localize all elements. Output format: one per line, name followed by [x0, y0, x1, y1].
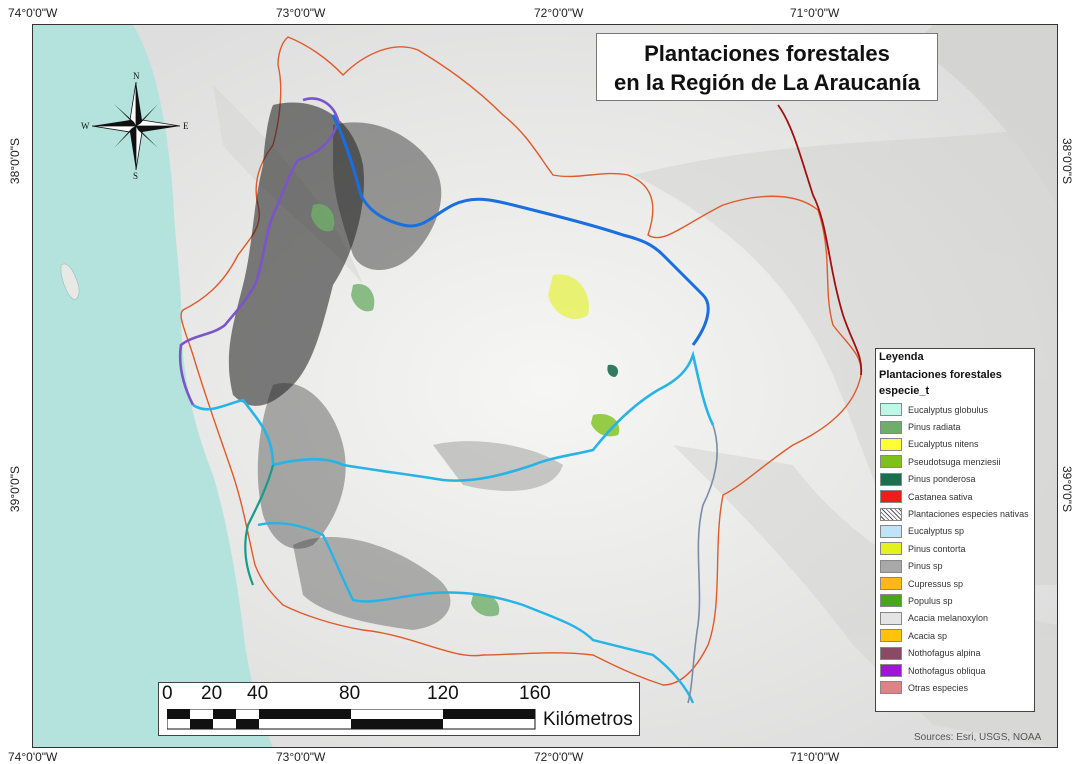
legend-item-label: Populus sp — [908, 595, 953, 606]
coord-top-74w: 74°0'0"W — [8, 6, 58, 20]
legend-item-label: Pinus radiata — [908, 422, 961, 433]
legend-swatch — [880, 420, 902, 434]
ocean — [33, 25, 273, 747]
legend-item: Pinus contorta — [876, 540, 1034, 557]
river-east-gray — [687, 424, 718, 704]
legend-field-name: especie_t — [879, 385, 930, 397]
legend-item: Cupressus sp — [876, 575, 1034, 592]
scale-bar: 0 20 40 80 120 160 Kilómetros — [158, 682, 640, 736]
legend-item-label: Acacia sp — [908, 630, 948, 641]
east-label: E — [183, 121, 189, 131]
legend-swatch — [880, 594, 902, 608]
legend-item-label: Eucalyptus globulus — [908, 404, 989, 415]
legend-layer-name: Plantaciones forestales — [879, 369, 1002, 381]
legend-item-label: Plantaciones especies nativas — [908, 509, 1029, 520]
legend-swatch — [880, 664, 902, 678]
legend-item: Pinus radiata — [876, 418, 1034, 435]
legend-item: Otras especies — [876, 679, 1034, 696]
legend-swatch — [880, 437, 902, 451]
legend-swatch — [880, 524, 902, 538]
river-toltén — [244, 464, 275, 586]
plantation-patches — [228, 102, 620, 630]
legend-items: Eucalyptus globulus Pinus radiata Eucalypt… — [876, 401, 1034, 697]
legend-item: Acacia sp — [876, 627, 1034, 644]
legend-swatch — [880, 629, 902, 643]
legend-item-label: Eucalyptus sp — [908, 526, 965, 537]
legend-item: Nothofagus alpina — [876, 644, 1034, 661]
legend-item-label: Otras especies — [908, 682, 969, 693]
coord-bottom-72w: 72°0'0"W — [534, 750, 584, 764]
legend-item-label: Pinus ponderosa — [908, 474, 976, 485]
legend-swatch — [880, 490, 902, 504]
legend-item-label: Pseudotsuga menziesii — [908, 456, 1001, 467]
legend-item: Pseudotsuga menziesii — [876, 453, 1034, 470]
legend-item: Castanea sativa — [876, 488, 1034, 505]
legend-swatch — [880, 542, 902, 556]
north-arrow: N S E W — [81, 71, 189, 181]
river-north-blue — [331, 114, 710, 346]
legend-swatch — [880, 403, 902, 417]
mocha-island — [60, 263, 80, 300]
legend-item-label: Cupressus sp — [908, 578, 964, 589]
scale-tick-label: 40 — [247, 683, 269, 704]
legend-swatch — [880, 559, 902, 573]
river-cautin — [192, 350, 715, 482]
legend-swatch — [880, 455, 902, 469]
scale-tick-label: 0 — [162, 683, 173, 704]
scale-tick-label: 80 — [339, 683, 361, 704]
title-line-2: en la Región de La Araucanía — [613, 70, 921, 95]
legend-item: Populus sp — [876, 592, 1034, 609]
title-line-1: Plantaciones forestales — [644, 41, 890, 66]
legend-item: Eucalyptus sp — [876, 523, 1034, 540]
scale-tick-label: 160 — [519, 683, 551, 704]
legend-item-label: Eucalyptus nitens — [908, 439, 979, 450]
coord-top-73w: 73°0'0"W — [276, 6, 326, 20]
attribution: Sources: Esri, USGS, NOAA — [914, 732, 1042, 743]
coord-right-38s: 38°0'0"S — [1060, 138, 1074, 185]
legend-item: Eucalyptus globulus — [876, 401, 1034, 418]
scale-bar-graphic — [167, 709, 536, 730]
legend-item-label: Nothofagus obliqua — [908, 665, 986, 676]
legend: Leyenda Plantaciones forestales especie_… — [875, 348, 1035, 712]
legend-item: Pinus sp — [876, 558, 1034, 575]
region-boundary — [180, 36, 862, 686]
west-label: W — [81, 121, 90, 131]
legend-item: Eucalyptus nitens — [876, 436, 1034, 453]
scale-tick-label: 20 — [201, 683, 223, 704]
south-label: S — [133, 171, 138, 181]
legend-swatch — [880, 472, 902, 486]
coord-left-39s: 39°0'0"S — [8, 466, 22, 513]
legend-item-label: Acacia melanoxylon — [908, 613, 989, 624]
legend-item: Pinus ponderosa — [876, 471, 1034, 488]
legend-swatch — [880, 646, 902, 660]
map-title: Plantaciones forestales en la Región de … — [596, 33, 938, 101]
legend-item-label: Castanea sativa — [908, 491, 973, 502]
legend-item: Plantaciones especies nativas — [876, 505, 1034, 522]
scale-tick-label: 120 — [427, 683, 459, 704]
legend-item-label: Pinus sp — [908, 561, 943, 572]
legend-swatch — [880, 507, 902, 521]
legend-item: Nothofagus obliqua — [876, 662, 1034, 679]
international-border — [777, 104, 863, 376]
legend-item: Acacia melanoxylon — [876, 610, 1034, 627]
coord-top-71w: 71°0'0"W — [790, 6, 840, 20]
coord-bottom-74w: 74°0'0"W — [8, 750, 58, 764]
river-south — [257, 521, 695, 704]
legend-heading: Leyenda — [879, 351, 924, 363]
river-biobio — [178, 97, 340, 406]
coord-right-39s: 39°0'0"S — [1060, 466, 1074, 513]
coord-left-38s: 38°0'0"S — [8, 138, 22, 185]
scale-units: Kilómetros — [543, 709, 633, 730]
coord-bottom-71w: 71°0'0"W — [790, 750, 840, 764]
legend-item-label: Pinus contorta — [908, 543, 966, 554]
legend-swatch — [880, 681, 902, 695]
coord-top-72w: 72°0'0"W — [534, 6, 584, 20]
coord-bottom-73w: 73°0'0"W — [276, 750, 326, 764]
legend-swatch — [880, 611, 902, 625]
legend-item-label: Nothofagus alpina — [908, 648, 981, 659]
north-label: N — [133, 71, 140, 81]
legend-swatch — [880, 577, 902, 591]
